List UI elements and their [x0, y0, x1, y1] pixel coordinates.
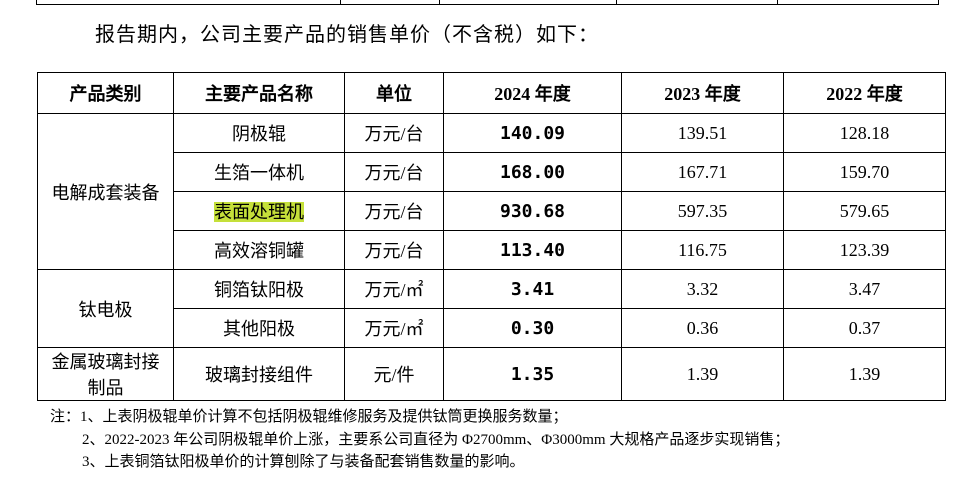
price-cell: 3.47: [783, 269, 946, 309]
notes: 注：1、上表阴极辊单价计算不包括阴极辊维修服务及提供钛筒更换服务数量； 2、202…: [50, 406, 789, 474]
unit-cell: 万元/㎡: [344, 308, 444, 348]
header-cell: 产品类别: [37, 72, 174, 114]
header-cell: 2022 年度: [783, 72, 946, 114]
product-name: 其他阳极: [223, 319, 295, 339]
price-cell: 0.30: [443, 308, 622, 348]
price-cell: 128.18: [783, 113, 946, 153]
product-name: 玻璃封接组件: [205, 365, 313, 385]
price-cell: 930.68: [443, 191, 622, 231]
row: 表面处理机 万元/台 930.68 597.35 579.65: [38, 191, 946, 231]
price-cell: 1.35: [443, 347, 622, 401]
row: 电解成套装备 阴极辊 万元/台 140.09 139.51 128.18: [37, 113, 946, 270]
group-cell: 钛电极: [37, 269, 174, 348]
unit-cell: 万元/台: [344, 230, 444, 270]
price-table: 产品类别 主要产品名称 单位 2024 年度 2023 年度 2022 年度 电解成套装备阴…: [37, 72, 946, 401]
header-cell: 2024 年度: [443, 72, 622, 114]
intro: 报告期内，公司主要产品的销售单价（不含税）如下：: [95, 24, 599, 46]
prev-table-edge: [36, 0, 939, 5]
price-cell: 1.39: [783, 347, 946, 401]
group-cell: 电解成套装备: [37, 113, 174, 270]
price-cell: 167.71: [621, 152, 784, 192]
table-body: 产品类别 主要产品名称 单位 2024 年度 2023 年度 2022 年度 电解成套装备阴…: [37, 72, 946, 401]
header-cell: 单位: [344, 72, 444, 114]
group-cell: 金属玻璃封接制品: [37, 347, 174, 401]
note: 2、2022-2023 年公司阴极辊单价上涨，主要系公司直径为 Φ2700mm、…: [50, 429, 789, 452]
row: 高效溶铜罐 万元/台 113.40 116.75 123.39: [38, 230, 946, 270]
price-cell: 597.35: [621, 191, 784, 231]
unit-cell: 万元/台: [344, 152, 444, 192]
product-name: 高效溶铜罐: [214, 241, 304, 261]
product-cell: 表面处理机: [173, 191, 345, 231]
price-cell: 0.37: [783, 308, 946, 348]
unit-cell: 万元/台: [344, 113, 444, 153]
product-name: 铜箔钛阳极: [214, 280, 304, 300]
header-row: 产品类别 主要产品名称 单位 2024 年度 2023 年度 2022 年度: [37, 72, 946, 114]
row: 生箔一体机 万元/台 168.00 167.71 159.70: [38, 152, 946, 192]
price-cell: 123.39: [783, 230, 946, 270]
price-cell: 3.32: [621, 269, 784, 309]
note: 注：1、上表阴极辊单价计算不包括阴极辊维修服务及提供钛筒更换服务数量；: [50, 406, 789, 429]
product-name: 阴极辊: [232, 124, 286, 144]
product-cell: 阴极辊: [173, 113, 345, 153]
price-cell: 1.39: [621, 347, 784, 401]
product-name: 生箔一体机: [214, 163, 304, 183]
row: 钛电极 铜箔钛阳极 万元/㎡ 3.41 3.32 3.47: [37, 269, 946, 348]
price-cell: 116.75: [621, 230, 784, 270]
unit-cell: 元/件: [344, 347, 444, 401]
note-text: 1、上表阴极辊单价计算不包括阴极辊维修服务及提供钛筒更换服务数量；: [80, 409, 568, 425]
unit-cell: 万元/㎡: [344, 269, 444, 309]
price-cell: 159.70: [783, 152, 946, 192]
unit-cell: 万元/台: [344, 191, 444, 231]
price-cell: 113.40: [443, 230, 622, 270]
note-text: 3、上表铜箔钛阳极单价的计算刨除了与装备配套销售数量的影响。: [82, 454, 525, 470]
price-cell: 3.41: [443, 269, 622, 309]
note-text: 2、2022-2023 年公司阴极辊单价上涨，主要系公司直径为 Φ2700mm、…: [82, 431, 790, 448]
product-cell: 生箔一体机: [173, 152, 345, 192]
price-cell: 168.00: [443, 152, 622, 192]
note: 3、上表铜箔钛阳极单价的计算刨除了与装备配套销售数量的影响。: [50, 451, 789, 474]
price-cell: 0.36: [621, 308, 784, 348]
row: 金属玻璃封接制品 玻璃封接组件 元/件 1.35 1.39 1.39: [37, 347, 946, 401]
price-cell: 579.65: [783, 191, 946, 231]
product-cell: 高效溶铜罐: [173, 230, 345, 270]
price-cell: 140.09: [443, 113, 622, 153]
product-cell: 其他阳极: [173, 308, 345, 348]
header-cell: 2023 年度: [621, 72, 784, 114]
note-label: 注：: [50, 409, 81, 425]
price-cell: 139.51: [621, 113, 784, 153]
header-cell: 主要产品名称: [173, 72, 345, 114]
product-cell: 铜箔钛阳极: [173, 269, 345, 309]
product-name: 表面处理机: [214, 202, 304, 222]
row: 其他阳极 万元/㎡ 0.30 0.36 0.37: [38, 308, 946, 348]
product-cell: 玻璃封接组件: [173, 347, 345, 401]
